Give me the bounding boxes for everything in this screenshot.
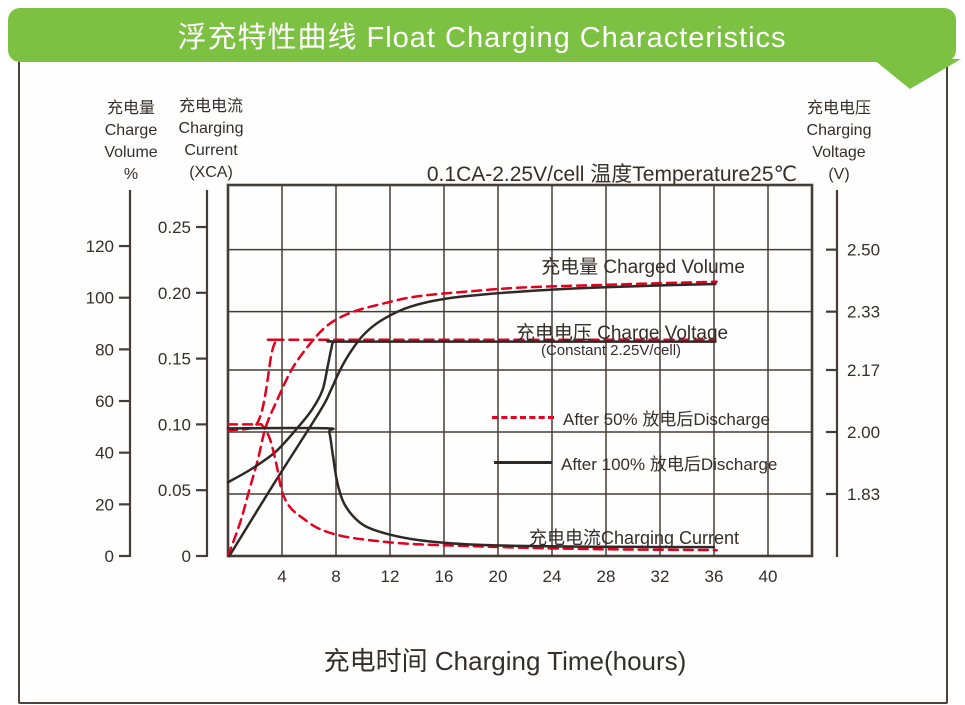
x-tick-label: 32 [651, 567, 670, 586]
axis-title-charging-current: 充电电流 Charging Current (XCA) [178, 98, 244, 181]
charging-current-label: 充电电流Charging Current [528, 528, 740, 548]
x-tick-label: 36 [705, 567, 724, 586]
legend-after-50-discharge: After 50% 放电后Discharge [492, 405, 770, 430]
x-tick-label: 24 [543, 567, 562, 586]
curve-ca-dashed [226, 422, 718, 552]
volume-tick-label: 120 [86, 237, 114, 256]
x-tick-label: 20 [489, 567, 508, 586]
x-tick-label: 4 [277, 567, 286, 586]
voltage-tick-label: 1.83 [847, 485, 880, 504]
voltage-tick-label: 2.50 [847, 241, 880, 260]
red-dashed-line-sample [492, 416, 554, 419]
current-tick-label: 0.20 [158, 284, 191, 303]
test-condition-label: 0.1CA-2.25V/cell 温度Temperature25℃ [426, 163, 798, 186]
voltage-tick-label: 2.00 [847, 423, 880, 442]
curve-volt-solid [226, 340, 717, 484]
plot-frame [226, 183, 814, 558]
axis-title-charge-volume: 充电量 Charge Volume % [104, 100, 158, 183]
volume-tick-label: 0 [105, 547, 114, 566]
x-tick-label: 16 [435, 567, 454, 586]
legend-after-100-discharge: After 100% 放电后Discharge [494, 450, 777, 475]
page-title: 浮充特性曲线 Float Charging Characteristics [177, 22, 787, 54]
current-tick-label: 0.10 [158, 415, 191, 434]
legend-after-100-label: After 100% 放电后Discharge [561, 455, 778, 474]
volume-tick-label: 20 [95, 495, 114, 514]
current-tick-label: 0.25 [158, 218, 191, 237]
voltage-tick-label: 2.17 [847, 361, 880, 380]
axis-title-charging-voltage: 充电电压 Charging Voltage (V) [806, 100, 872, 183]
x-tick-label: 8 [331, 567, 340, 586]
charged-volume-label: 充电量 Charged Volume [541, 257, 745, 278]
volume-tick-label: 60 [95, 392, 114, 411]
voltage-tick-label: 2.33 [847, 303, 880, 322]
volume-tick-label: 80 [95, 340, 114, 359]
curve-volt-dashed [226, 338, 717, 432]
black-solid-line-sample [494, 461, 552, 464]
x-tick-label: 12 [381, 567, 400, 586]
current-tick-label: 0 [182, 547, 191, 566]
title-banner: 浮充特性曲线 Float Charging Characteristics [8, 8, 956, 62]
curve-percent-solid [228, 282, 717, 558]
content-panel [18, 60, 948, 704]
volume-tick-label: 40 [95, 444, 114, 463]
charge-voltage-label: 充电电压 Charge Voltage [515, 323, 729, 344]
curve-ca-solid [226, 426, 716, 549]
current-tick-label: 0.05 [158, 481, 191, 500]
volume-tick-label: 100 [86, 289, 114, 308]
x-tick-label: 40 [759, 567, 778, 586]
constant-voltage-note: (Constant 2.25V/cell) [540, 342, 682, 359]
legend-after-50-label: After 50% 放电后Discharge [563, 410, 770, 429]
x-tick-label: 28 [597, 567, 616, 586]
x-axis-title: 充电时间 Charging Time(hours) [323, 646, 687, 676]
current-tick-label: 0.15 [158, 350, 191, 369]
